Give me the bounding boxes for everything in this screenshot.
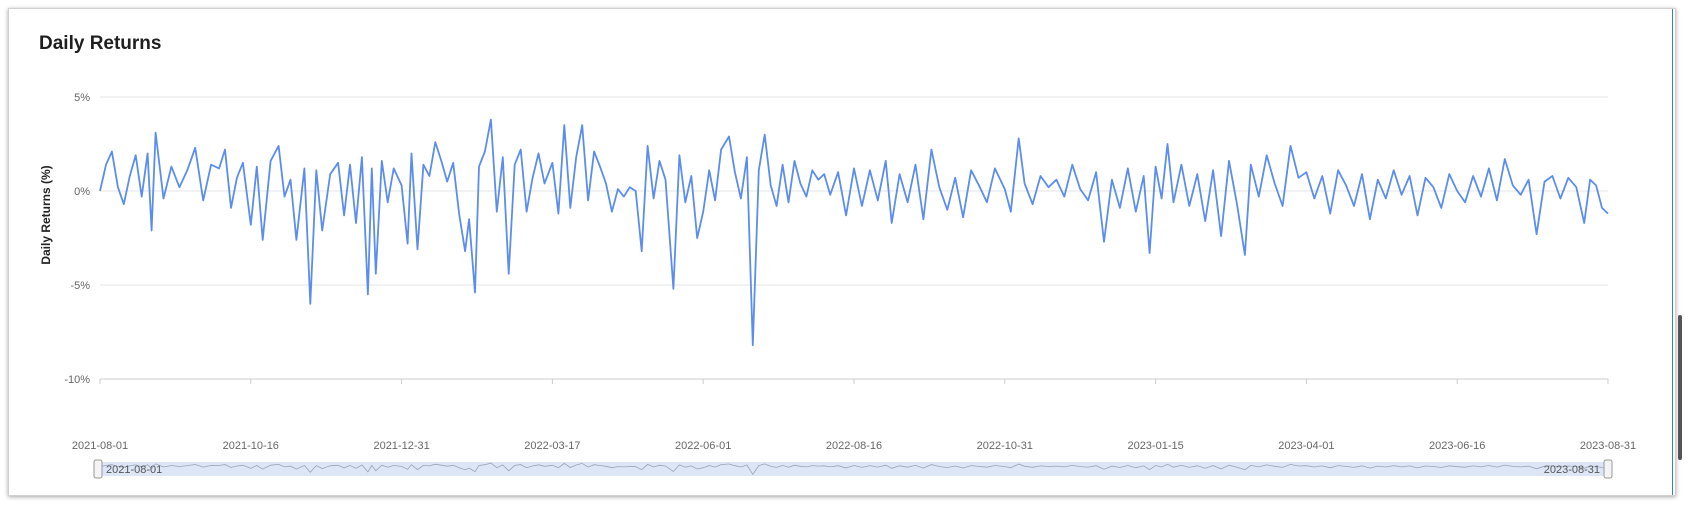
y-axis-label: Daily Returns (%) [39,165,53,264]
grid-lines [100,96,1608,380]
x-tick-label: 2021-08-01 [72,440,128,452]
x-tick-label: 2022-08-16 [826,440,882,452]
navigator-selection[interactable] [98,462,1608,476]
vertical-scrollbar[interactable] [1676,8,1686,478]
chart-panel: Daily Returns [8,8,1676,496]
navigator-mini-line [99,462,1609,476]
x-tick-label: 2023-06-16 [1429,440,1485,452]
panel-accent-border [1672,9,1673,495]
x-tick-label: 2021-12-31 [373,440,429,452]
y-tick-label: 0% [74,186,90,198]
y-tick-label: -5% [70,280,90,292]
x-tick-label: 2023-01-15 [1127,440,1183,452]
navigator-end-label: 2023-08-31 [1544,464,1600,476]
x-tick-label: 2023-08-31 [1580,440,1636,452]
y-tick-label: 5% [74,92,90,104]
x-tick-label: 2022-06-01 [675,440,731,452]
x-tick-label: 2022-10-31 [977,440,1033,452]
y-tick-label: -10% [64,374,90,386]
y-axis-ticks: 5% 0% -5% -10% [64,92,90,386]
scrollbar-thumb[interactable] [1678,315,1682,460]
x-tick-label: 2021-10-16 [223,440,279,452]
navigator-right-handle[interactable] [1603,459,1613,479]
range-navigator[interactable]: 2021-08-01 2023-08-31 [93,459,1613,479]
navigator-left-handle[interactable] [93,459,103,479]
x-tick-label: 2022-03-17 [524,440,580,452]
x-axis-ticks: 2021-08-01 2021-10-16 2021-12-31 2022-03-17… [72,379,1636,452]
x-tick-label: 2023-04-01 [1278,440,1334,452]
panel-title: Daily Returns [39,33,162,54]
series-line [99,118,1609,347]
navigator-start-label: 2021-08-01 [106,464,162,476]
